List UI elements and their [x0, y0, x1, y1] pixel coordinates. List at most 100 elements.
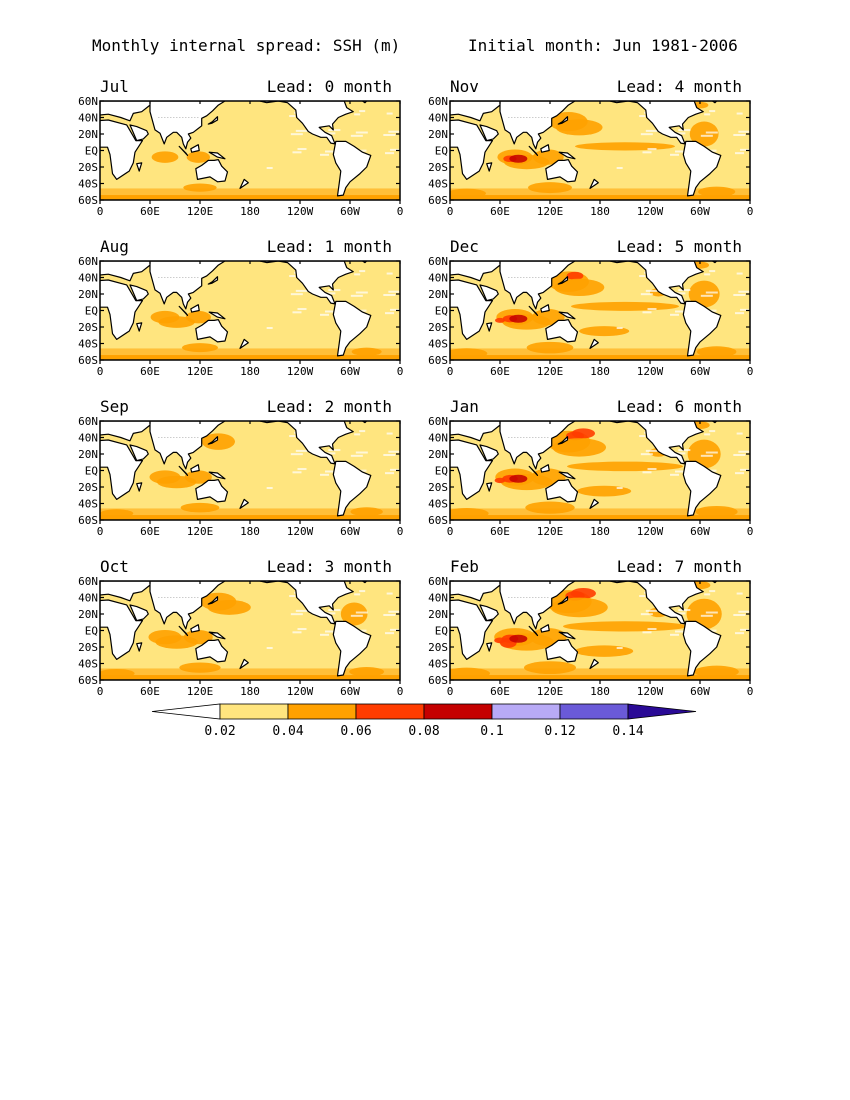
panel-month-label: Aug: [100, 237, 129, 256]
lon-tick-label: 0: [447, 365, 454, 378]
land-mass: [239, 658, 249, 670]
lat-tick-label: EQ: [435, 465, 448, 478]
colorbar-high-extension: [627, 703, 697, 720]
lat-tick-label: 60N: [78, 255, 98, 268]
lat-tick-label: 60N: [78, 415, 98, 428]
land-mass: [545, 159, 579, 183]
lat-tick-label: 40S: [78, 178, 98, 191]
land-mass: [499, 421, 576, 470]
land-mass: [589, 498, 599, 509]
colorbar-tick-label: 0.06: [340, 724, 371, 739]
lon-tick-label: 120E: [187, 685, 214, 698]
land-mass: [558, 631, 576, 640]
lon-tick-label: 60E: [490, 685, 510, 698]
land-mass: [450, 421, 508, 442]
land-mass: [450, 261, 508, 282]
land-mass: [207, 436, 219, 445]
lon-tick-label: 120W: [287, 365, 314, 378]
lat-tick-label: 20S: [428, 481, 448, 494]
panel-lead-label: Lead: 2 month: [267, 397, 392, 416]
lon-tick-label: 60E: [140, 685, 160, 698]
lon-tick-label: 180: [590, 365, 610, 378]
land-mass: [207, 596, 219, 605]
lon-tick-label: 0: [97, 525, 104, 538]
lon-tick-label: 0: [97, 685, 104, 698]
panel-month-label: Oct: [100, 557, 129, 576]
lat-tick-label: 40S: [428, 178, 448, 191]
land-mass: [486, 642, 493, 652]
lat-tick-label: 60S: [428, 514, 448, 527]
lon-tick-label: 120W: [637, 525, 664, 538]
lon-tick-label: 60W: [340, 525, 360, 538]
land-mass: [136, 162, 143, 172]
land-mass: [178, 305, 189, 316]
lon-tick-label: 60W: [690, 365, 710, 378]
ssh-spread-field: [450, 261, 750, 360]
land-mass: [589, 178, 599, 189]
land-mass: [557, 436, 569, 445]
lon-tick-label: 180: [240, 205, 260, 218]
land-mass: [479, 444, 499, 462]
lat-tick-label: 20S: [428, 321, 448, 334]
panel-lead-label: Lead: 0 month: [267, 77, 392, 96]
initial-month-label: Initial month: Jun 1981-2006: [468, 36, 738, 55]
lon-tick-label: 60E: [490, 365, 510, 378]
land-mass: [557, 116, 569, 125]
lat-tick-label: EQ: [435, 145, 448, 158]
land-mass: [450, 101, 508, 122]
land-mass: [479, 124, 499, 142]
ssh-spread-field: [450, 101, 750, 200]
land-mass: [190, 304, 200, 313]
lon-tick-label: 0: [747, 205, 754, 218]
lon-tick-label: 0: [447, 205, 454, 218]
lon-tick-label: 120W: [637, 205, 664, 218]
land-mass: [100, 421, 158, 442]
land-mass: [239, 178, 249, 189]
lat-tick-label: 60S: [428, 674, 448, 687]
lon-tick-label: 120W: [637, 685, 664, 698]
lon-tick-label: 120W: [287, 685, 314, 698]
lon-tick-label: 60E: [140, 365, 160, 378]
land-mass: [499, 101, 576, 150]
land-mass: [136, 642, 143, 652]
land-mass: [682, 620, 722, 677]
panel-month-label: Sep: [100, 397, 129, 416]
panel-lead-label: Lead: 6 month: [617, 397, 742, 416]
panel-lead-label: Lead: 7 month: [617, 557, 742, 576]
land-mass: [479, 604, 499, 622]
panel-month-label: Dec: [450, 237, 479, 256]
lat-tick-label: 20N: [428, 448, 448, 461]
land-mass: [190, 464, 200, 473]
land-mass: [208, 311, 226, 320]
lat-tick-label: 40N: [428, 432, 448, 445]
land-mass: [149, 421, 226, 470]
lon-tick-label: 180: [590, 525, 610, 538]
colorbar-tick-label: 0.04: [272, 724, 303, 739]
lon-tick-label: 0: [97, 365, 104, 378]
lat-tick-label: 20S: [428, 161, 448, 174]
colorbar-segment: [559, 703, 629, 720]
land-mass: [540, 464, 550, 473]
lon-tick-label: 60W: [340, 205, 360, 218]
lon-tick-label: 120W: [637, 365, 664, 378]
panel-month-label: Nov: [450, 77, 479, 96]
land-mass: [332, 300, 372, 357]
lon-tick-label: 0: [747, 685, 754, 698]
lon-tick-label: 120E: [537, 685, 564, 698]
lon-tick-label: 120E: [187, 525, 214, 538]
land-mass: [528, 465, 539, 476]
land-mass: [178, 625, 189, 637]
land-mass: [557, 276, 569, 285]
lon-tick-label: 0: [97, 205, 104, 218]
land-mass: [332, 460, 372, 517]
land-mass: [545, 319, 579, 343]
land-mass: [557, 596, 569, 605]
lat-tick-label: 60S: [78, 674, 98, 687]
